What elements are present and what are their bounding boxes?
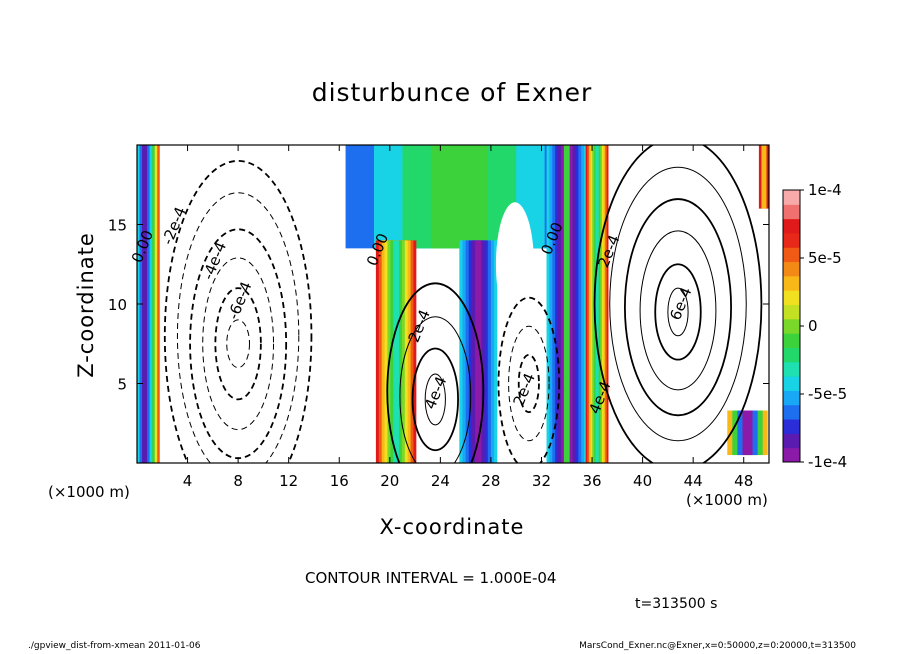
field-band-central [393,240,400,463]
field-band-left [142,145,148,463]
contour [424,373,446,426]
field-void [495,202,534,327]
x-tick-label: 20 [380,472,399,490]
field-blob [742,410,753,456]
x-tick-label: 16 [330,472,349,490]
colorbar-swatch [783,347,800,363]
colorbar-swatch [783,447,800,463]
colorbar-swatch [783,404,800,420]
colorbar-tick-label: -1e-4 [808,453,847,471]
colorbar-swatch [783,204,800,220]
y-tick-label: 5 [117,376,127,394]
field-band-central [595,145,599,463]
y-axis: 5 10 15 [108,217,769,394]
colorbar-swatch [783,232,800,248]
contour [639,230,717,391]
y-tick-label: 15 [108,217,127,235]
contour [214,287,262,401]
x-tick-label: 40 [633,472,652,490]
y-axis-label: Z-coordinate [74,232,98,378]
contour [411,347,459,452]
contour [624,198,732,417]
x-tick-label: 36 [582,472,601,490]
colorbar-swatch [783,376,800,391]
time-label: t=313500 s [635,596,717,612]
contour [497,296,561,463]
colorbar-swatch [783,275,800,291]
colorbar-swatch [783,290,800,306]
chart-title: disturbunce of Exner [312,78,593,107]
colorbar-swatch [783,318,800,334]
contour [609,166,747,442]
colorbar-tick-label: 1e-4 [808,181,842,199]
x-tick-label: 8 [233,472,243,490]
field-band-central [563,145,570,463]
contour [176,192,300,463]
x-tick-label: 44 [684,472,703,490]
colorbar-ticks: 1e-4 5e-5 0 -5e-5 -1e-4 [800,181,847,471]
colorbar-swatch [783,218,800,234]
x-tick-label: 24 [431,472,450,490]
colorbar-tick-label: 5e-5 [808,249,842,267]
contour [202,257,275,431]
field-band-right [761,145,767,209]
x-tick-label: 48 [734,472,753,490]
colorbar-swatch [783,333,800,348]
colorbar-swatch [783,247,800,263]
colorbar [782,189,801,463]
x-tick-label: 32 [532,472,551,490]
contour [508,325,550,442]
footer-file-info: MarsCond_Exner.nc@Exner,x=0:50000,z=0:20… [579,641,856,651]
x-axis-unit-right: (×1000 m) [686,491,768,509]
x-tick-label: 12 [279,472,298,490]
contour [226,319,250,369]
contour [399,316,472,463]
colorbar-swatch [783,190,800,205]
x-axis: 4 8 12 16 20 24 28 32 36 40 44 48 [183,145,753,490]
colorbar-swatch [783,361,800,377]
field-band-central [475,240,482,463]
colorbar-tick-label: 0 [808,317,818,335]
contour [517,353,540,414]
contour [163,160,313,463]
colorbar-swatch [783,419,800,434]
field-band-top [430,145,488,249]
colorbar-tick-label: -5e-5 [808,385,847,403]
contour [386,282,485,463]
contour [667,287,689,337]
colorbar-swatch [783,261,800,277]
footer-script-name: ./gpview_dist-from-xmean 2011-01-06 [28,641,201,651]
colorbar-swatch [783,304,800,320]
contour [593,145,763,463]
x-tick-label: 28 [481,472,500,490]
colorbar-swatch [783,433,800,449]
x-axis-unit-left: (×1000 m) [48,483,130,501]
y-tick-label: 10 [108,296,127,314]
colorbar-swatch [783,390,800,406]
x-axis-label: X-coordinate [380,515,525,539]
contour [654,263,702,361]
contour-lines [163,145,763,463]
x-tick-label: 4 [183,472,193,490]
contour-interval-note: CONTOUR INTERVAL = 1.000E-04 [305,569,556,587]
